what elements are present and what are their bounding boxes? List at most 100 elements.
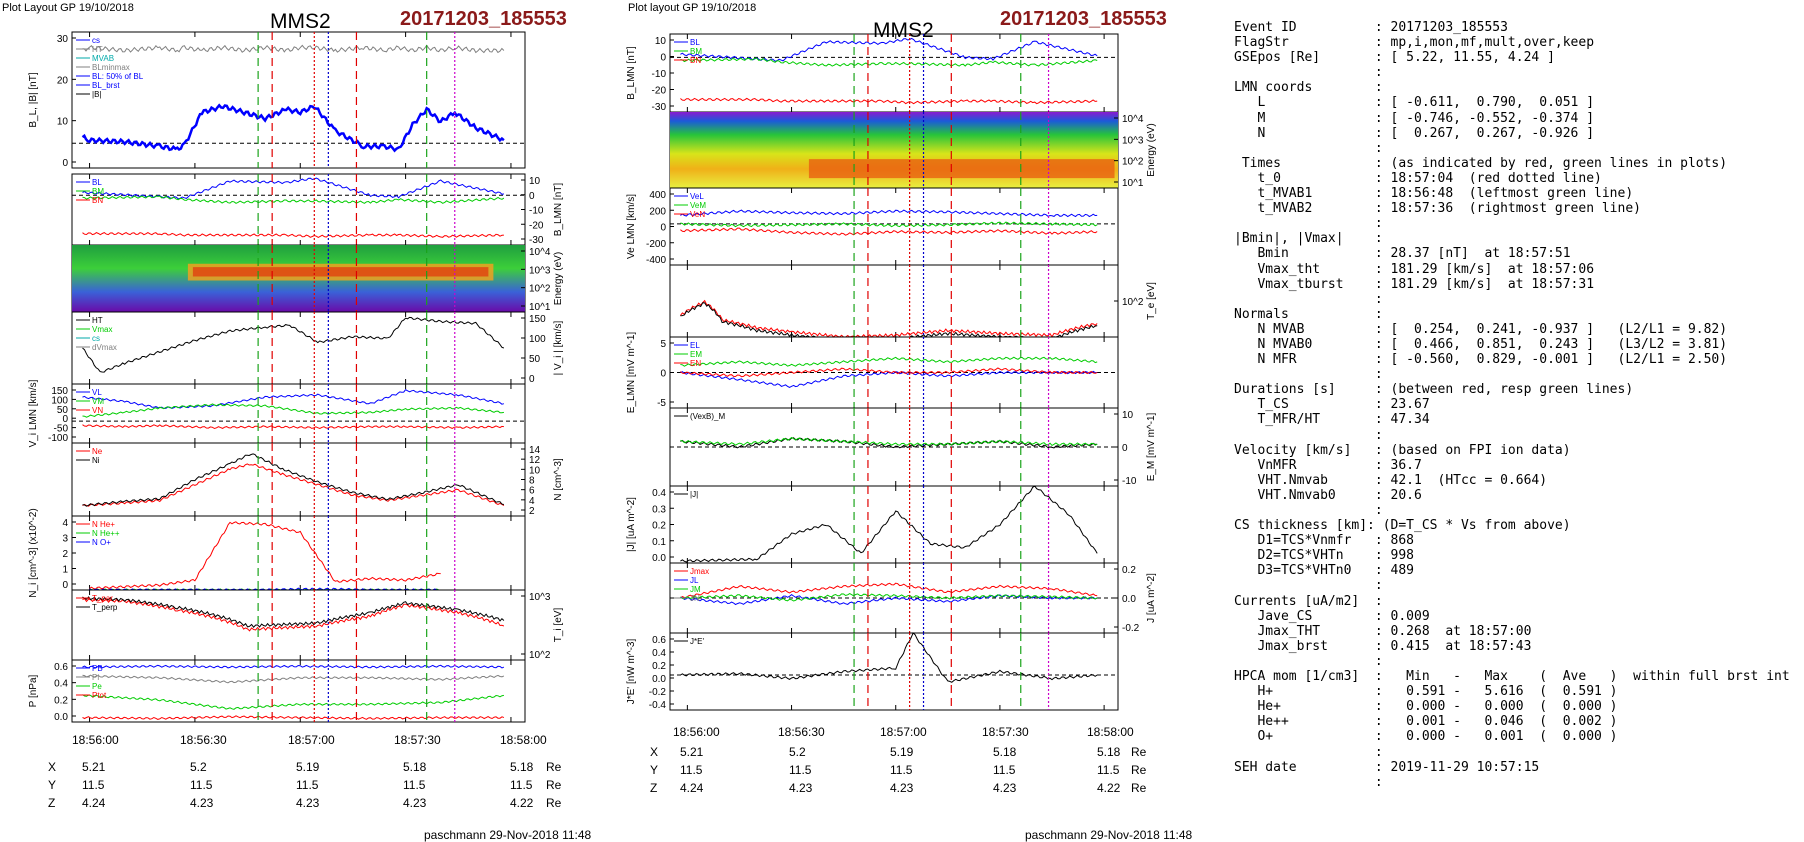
info-line: VHT.Nmvab0 : 20.6 [1234,487,1422,503]
pos-value: 5.18 [1097,745,1121,759]
legend-label: BM [690,47,702,56]
info-line: Currents [uA/m2] : [1234,593,1383,609]
pos-value: 4.23 [789,781,813,795]
y-tick-label: 5 [660,339,666,350]
series-line [680,437,1098,449]
info-line: : [1234,65,1383,81]
y-axis-label: B_LMN [nT] [553,183,564,237]
legend-label: Ptot [92,691,107,700]
info-line: LMN coords : [1234,80,1383,96]
legend-label: VeM [690,201,706,210]
pos-value: 5.2 [789,745,806,759]
series-line [680,582,1098,599]
pos-value: 4.23 [190,796,214,810]
legend-label: HT [92,316,103,325]
info-line: N MFR : [ -0.560, 0.829, -0.001 ] (L2/L1… [1234,352,1728,368]
info-line: SEH date : 2019-11-29 10:57:15 [1234,759,1540,775]
series-line [89,521,441,590]
info-line: CS thickness [km]: (D=T_CS * Vs from abo… [1234,518,1571,534]
series-line [680,370,1098,388]
info-line: Event ID : 20171203_185553 [1234,20,1508,35]
legend-label: PB [92,664,103,673]
legend-label: N He+ [92,520,115,529]
series-line [680,367,1098,378]
info-line: D3=TCS*VHTn0 : 489 [1234,563,1415,579]
y-tick-label: 2 [62,549,68,560]
y-tick-label: 150 [51,386,68,397]
panel-frame [71,515,526,591]
pos-row-label: Z [48,796,56,810]
pos-value: 11.5 [680,763,703,777]
pos-row-label: Y [48,778,57,792]
info-line: Times : (as indicated by red, green line… [1234,155,1728,171]
panel-frame [669,632,1119,711]
y-tick-label: -400 [646,255,666,266]
y-tick-label: 0.4 [54,679,68,690]
legend-label: VeN [690,210,705,219]
series-line [680,632,1098,683]
y-tick-label: 100 [529,334,546,345]
panel-frame [669,264,1119,338]
y-tick-label: 0.3 [652,504,666,515]
y-tick-label: -0.2 [1122,623,1140,634]
y-tick-label: 0.0 [652,674,666,685]
y-tick-label: 20 [57,75,69,86]
info-line: H+ : 0.591 - 5.616 ( 0.591 ) [1234,684,1618,700]
y-axis-label: E_M [mV m^-1] [1146,412,1157,481]
info-line: Jave_CS : 0.009 [1234,608,1430,624]
info-line: N MVAB0 : [ 0.466, 0.851, 0.243 ] (L3/L2… [1234,336,1728,352]
y-axis-label: E_LMN [mV m^-1] [626,332,637,414]
info-line: : [1234,653,1383,669]
y-tick-label: 14 [529,445,541,456]
y-tick-label: 10 [529,176,541,187]
y-axis-label: J*E' [nW m^-3] [626,639,637,705]
legend-label: EM [690,350,702,359]
legend-label: BL_brst [92,81,120,90]
info-line: Velocity [km/s] : (based on FPI ion data… [1234,442,1571,458]
series-line [82,424,504,430]
y-tick-label: 0.0 [652,553,666,564]
y-tick-label: 0.2 [54,695,68,706]
y-tick-label: -5 [657,398,666,409]
left-time-tick: 18:57:00 [288,733,335,747]
legend-label: VN [92,406,103,415]
y-tick-label: 200 [649,206,666,217]
right-event-title: 20171203_185553 [1000,8,1167,30]
y-tick-label: -50 [54,424,69,435]
info-line: : [1234,427,1383,443]
pos-value: 4.23 [890,781,914,795]
series-line [680,485,1098,563]
legend-label: cs [92,334,100,343]
series-line [679,299,1098,338]
y-tick-label: 10 [655,36,667,47]
info-line: : [1234,578,1383,594]
legend-label: N He++ [92,529,120,538]
pos-unit: Re [546,760,562,774]
y-tick-label: 10^1 [529,302,551,313]
legend-label: BL: 50% of BL [92,72,144,81]
pos-value: 5.19 [296,760,320,774]
pos-value: 11.5 [1097,763,1120,777]
y-tick-label: 0 [62,580,68,591]
y-tick-label: 0 [62,158,68,169]
pos-unit: Re [1131,763,1147,777]
y-axis-label: | V_i | [km/s] [553,320,564,375]
legend-label: Pi [92,673,99,682]
y-tick-label: 0 [1122,443,1128,454]
right-figure-header: Plot layout GP 19/10/2018 [628,2,757,14]
pos-value: 5.18 [403,760,427,774]
left-event-title: 20171203_185553 [400,8,567,30]
series-line [82,674,505,684]
y-tick-label: 3 [62,534,68,545]
y-axis-label: P [nPa] [28,674,39,707]
y-axis-label: B_LMN [nT] [626,46,637,100]
info-line: Vmax_tburst : 181.29 [km/s] at 18:57:31 [1234,276,1595,292]
legend-label: T_par [92,594,113,603]
y-axis-label: |J| [uA m^-2] [626,497,637,552]
series-line [82,664,505,669]
y-tick-label: 0 [529,191,535,202]
y-axis-label: N_i [cm^-3] (x10^-2) [28,508,39,597]
y-tick-label: 0 [660,369,666,380]
y-tick-label: 10^4 [529,247,551,258]
y-tick-label: -10 [529,206,544,217]
